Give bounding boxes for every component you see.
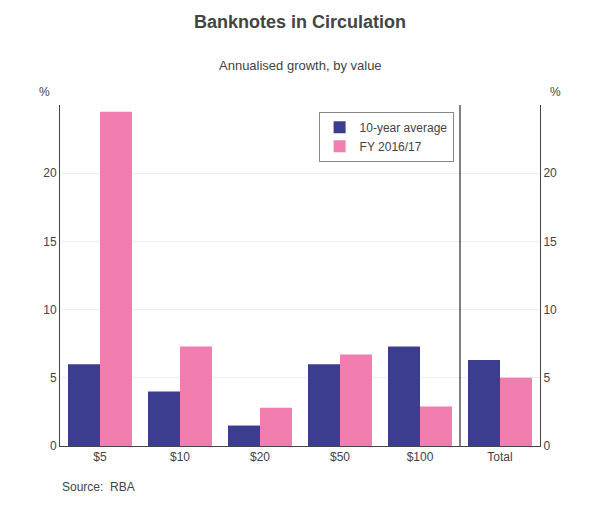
svg-text:$20: $20 bbox=[250, 450, 270, 464]
svg-text:20: 20 bbox=[543, 166, 557, 180]
svg-text:20: 20 bbox=[43, 166, 57, 180]
svg-text:10-year average: 10-year average bbox=[360, 121, 448, 135]
svg-text:Source: RBA: Source: RBA bbox=[62, 480, 135, 494]
svg-text:0: 0 bbox=[50, 439, 57, 453]
svg-text:15: 15 bbox=[43, 235, 57, 249]
svg-text:Banknotes in Circulation: Banknotes in Circulation bbox=[194, 12, 406, 32]
svg-text:Total: Total bbox=[487, 450, 512, 464]
svg-text:%: % bbox=[550, 85, 561, 99]
svg-text:$10: $10 bbox=[170, 450, 190, 464]
svg-text:10: 10 bbox=[543, 303, 557, 317]
svg-text:15: 15 bbox=[543, 235, 557, 249]
svg-text:5: 5 bbox=[50, 371, 57, 385]
svg-text:5: 5 bbox=[543, 371, 550, 385]
svg-text:$100: $100 bbox=[407, 450, 434, 464]
svg-text:$5: $5 bbox=[93, 450, 107, 464]
svg-text:FY 2016/17: FY 2016/17 bbox=[360, 140, 422, 154]
svg-text:%: % bbox=[39, 85, 50, 99]
svg-text:10: 10 bbox=[43, 303, 57, 317]
svg-text:Annualised growth, by value: Annualised growth, by value bbox=[219, 58, 382, 73]
svg-text:0: 0 bbox=[543, 439, 550, 453]
svg-text:$50: $50 bbox=[330, 450, 350, 464]
